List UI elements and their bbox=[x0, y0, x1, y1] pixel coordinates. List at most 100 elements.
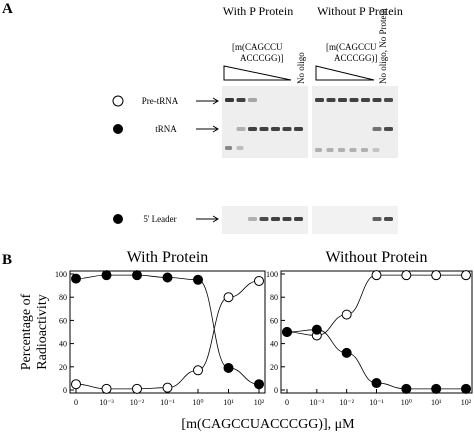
gel-band bbox=[282, 127, 292, 131]
gradient-triangle bbox=[315, 65, 375, 81]
x-tick-label: 10⁻² bbox=[339, 398, 354, 407]
y-tick-label: 60 bbox=[270, 316, 278, 325]
gel-band bbox=[384, 127, 393, 131]
oligo-label: ACCCGG)] bbox=[334, 53, 378, 63]
oligo-label: [m(CAGCCU bbox=[232, 42, 283, 52]
gel-band bbox=[225, 146, 232, 150]
x-tick-label: 10⁻² bbox=[130, 398, 145, 407]
data-point bbox=[311, 324, 322, 335]
data-point bbox=[162, 382, 173, 393]
data-point bbox=[461, 383, 471, 394]
x-tick-label: 0 bbox=[74, 398, 78, 407]
lane-label: No oligo bbox=[296, 52, 306, 84]
legend-symbol bbox=[112, 95, 124, 107]
gel-band bbox=[372, 148, 380, 152]
y-tick-label: 0 bbox=[274, 386, 278, 395]
data-point bbox=[431, 383, 442, 394]
gel-band bbox=[236, 98, 246, 102]
gel-band bbox=[372, 217, 382, 221]
gel-band bbox=[248, 127, 257, 131]
x-tick-label: 10⁻³ bbox=[310, 398, 325, 407]
gel-band bbox=[259, 127, 269, 131]
gel-band bbox=[259, 217, 269, 221]
panel-label: B bbox=[2, 252, 12, 268]
x-tick-label: 10² bbox=[254, 398, 265, 407]
y-tick-label: 80 bbox=[270, 293, 278, 302]
data-point bbox=[223, 292, 234, 303]
data-point bbox=[371, 378, 382, 389]
y-tick-label: 40 bbox=[270, 340, 278, 349]
y-tick-label: 60 bbox=[59, 316, 67, 325]
y-axis-label: Radioactivity bbox=[35, 294, 50, 369]
gel bbox=[312, 206, 398, 234]
panel-label: A bbox=[2, 1, 13, 17]
chart-title: With Protein bbox=[127, 249, 209, 266]
gel-band bbox=[372, 127, 382, 131]
gel-band bbox=[349, 148, 357, 152]
plot-frame bbox=[280, 270, 473, 394]
data-point bbox=[101, 383, 112, 394]
gel-band bbox=[372, 98, 382, 102]
gel-band bbox=[248, 98, 257, 102]
data-point bbox=[132, 383, 142, 394]
x-tick-label: 10⁻¹ bbox=[369, 398, 384, 407]
data-point bbox=[101, 270, 112, 281]
x-tick-label: 10⁻³ bbox=[99, 398, 114, 407]
plot-frame bbox=[69, 270, 266, 394]
gel bbox=[312, 86, 398, 158]
data-point bbox=[71, 379, 81, 390]
x-tick-label: 10¹ bbox=[223, 398, 234, 407]
data-point bbox=[223, 362, 234, 373]
row-label: 5' Leader bbox=[143, 214, 176, 224]
data-point bbox=[193, 274, 203, 285]
gel-band bbox=[225, 98, 234, 102]
gel-band bbox=[236, 146, 244, 150]
data-point bbox=[401, 383, 412, 394]
gel-title: Without P Protein bbox=[317, 4, 403, 18]
data-point bbox=[193, 365, 203, 376]
x-tick-label: 10¹ bbox=[431, 398, 442, 407]
x-axis-label: [m(CAGCCUACCCGG)], μM bbox=[181, 417, 355, 432]
x-tick-label: 10² bbox=[461, 398, 472, 407]
data-point bbox=[162, 272, 173, 283]
y-tick-label: 80 bbox=[59, 293, 67, 302]
data-point bbox=[371, 270, 382, 281]
data-point bbox=[341, 309, 352, 320]
data-point bbox=[254, 379, 264, 390]
data-point bbox=[431, 270, 442, 281]
data-point bbox=[282, 327, 292, 337]
y-tick-label: 40 bbox=[59, 340, 67, 349]
oligo-label: [m(CAGCCU bbox=[326, 42, 377, 52]
legend-symbol bbox=[113, 124, 123, 134]
gel-band bbox=[384, 98, 393, 102]
y-tick-label: 20 bbox=[270, 363, 278, 372]
gradient-triangle bbox=[223, 65, 292, 81]
y-tick-label: 20 bbox=[59, 363, 67, 372]
gel-band bbox=[271, 127, 280, 131]
gel bbox=[222, 86, 308, 158]
gel-band bbox=[315, 98, 324, 102]
gel-band bbox=[271, 217, 280, 221]
gel-band bbox=[338, 148, 345, 152]
gel-band bbox=[294, 217, 303, 221]
gel-band bbox=[361, 98, 370, 102]
arrow bbox=[196, 125, 219, 133]
x-tick-label: 0 bbox=[285, 398, 289, 407]
gel-band bbox=[294, 127, 303, 131]
gel-band bbox=[282, 217, 292, 221]
x-tick-label: 10⁰ bbox=[401, 398, 412, 407]
gel-images bbox=[222, 86, 398, 234]
chart-title: Without Protein bbox=[325, 249, 427, 266]
arrow bbox=[196, 97, 219, 105]
x-tick-label: 10⁻¹ bbox=[160, 398, 175, 407]
data-point bbox=[461, 270, 471, 281]
data-point bbox=[71, 273, 81, 284]
data-point bbox=[254, 275, 264, 286]
gel-title: With P Protein bbox=[223, 4, 293, 18]
gel-band bbox=[248, 217, 257, 221]
oligo-label: ACCCGG)] bbox=[240, 53, 284, 63]
arrow bbox=[196, 215, 219, 223]
gel-band bbox=[384, 217, 393, 221]
row-label: Pre-tRNA bbox=[142, 96, 179, 106]
